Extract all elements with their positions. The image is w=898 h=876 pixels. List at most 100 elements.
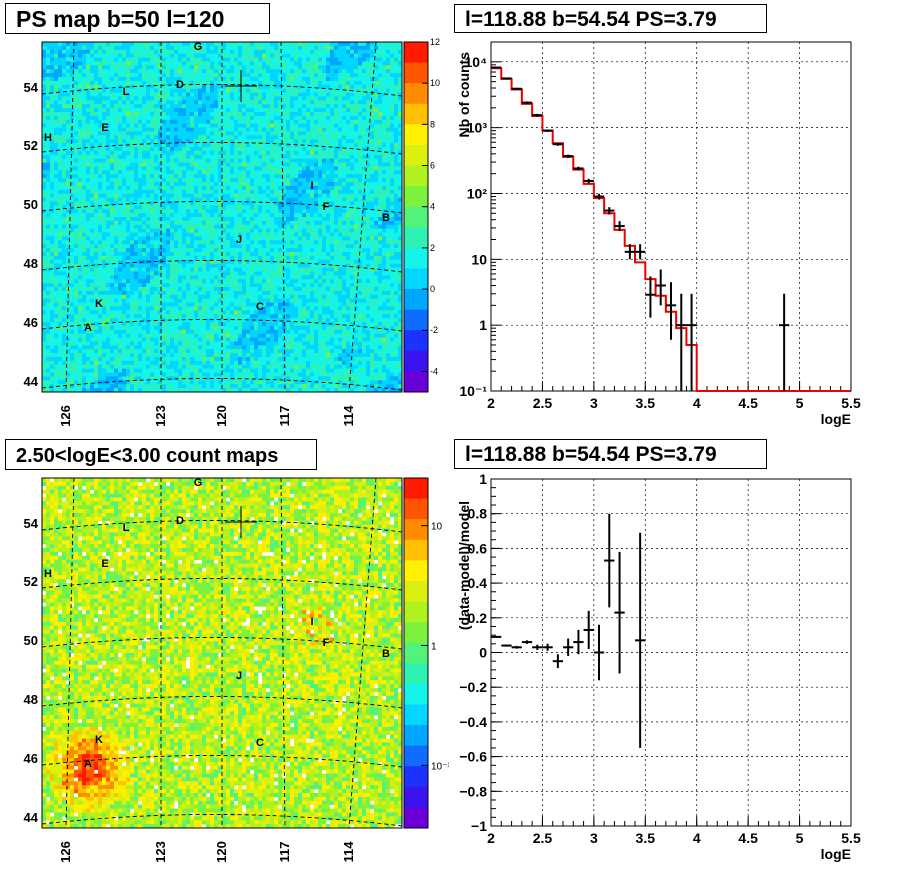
x-tick-label: 126 bbox=[58, 841, 73, 863]
residual-grid bbox=[491, 479, 851, 826]
colorbar-band bbox=[404, 289, 428, 300]
y-tick-label: 52 bbox=[24, 574, 38, 589]
source-label: L bbox=[123, 522, 130, 534]
source-label: F bbox=[323, 637, 330, 649]
colorbar-tick-label: 10⁻¹ bbox=[431, 761, 449, 772]
x-tick-label: 3.5 bbox=[636, 830, 656, 846]
residual-point bbox=[573, 630, 583, 654]
colorbar-band bbox=[404, 330, 428, 341]
data-point bbox=[501, 78, 511, 80]
residual-point bbox=[563, 639, 573, 656]
x-tick-label: 4.5 bbox=[738, 830, 758, 846]
x-tick-label: 2.5 bbox=[533, 830, 553, 846]
source-label: G bbox=[194, 41, 203, 53]
x-tick-label: 120 bbox=[214, 405, 229, 427]
colorbar-band bbox=[404, 663, 428, 674]
data-point bbox=[635, 244, 645, 259]
colorbar-band bbox=[404, 653, 428, 664]
colorbar-band bbox=[404, 612, 428, 623]
y-tick-label: 48 bbox=[24, 256, 38, 271]
y-tick-label: 46 bbox=[24, 751, 38, 766]
colorbar-band bbox=[404, 217, 428, 228]
residual-point bbox=[512, 646, 522, 649]
residual-point bbox=[491, 636, 501, 638]
y-tick-label: 46 bbox=[24, 315, 38, 330]
colorbar-band bbox=[404, 207, 428, 218]
colorbar-band bbox=[404, 42, 428, 53]
colorbar-band bbox=[404, 196, 428, 207]
colorbar-band bbox=[404, 124, 428, 135]
colorbar-band bbox=[404, 478, 428, 489]
colorbar-tick-label: 10 bbox=[430, 78, 440, 88]
colorbar-band bbox=[404, 268, 428, 279]
colorbar-band bbox=[404, 166, 428, 177]
colorbar-tick-label: 2 bbox=[430, 243, 435, 253]
colorbar-band bbox=[404, 63, 428, 74]
source-label: H bbox=[44, 132, 52, 144]
colorbar-band bbox=[404, 787, 428, 798]
y-tick-label: 48 bbox=[24, 692, 38, 707]
source-label: K bbox=[95, 298, 103, 310]
colorbar-band bbox=[404, 529, 428, 540]
colorbar-band bbox=[404, 622, 428, 633]
colorbar-band bbox=[404, 93, 428, 104]
data-point bbox=[584, 179, 594, 183]
residual-point bbox=[584, 611, 594, 649]
colorbar-band bbox=[404, 361, 428, 372]
x-axis-label: logE bbox=[821, 846, 851, 862]
colorbar-tick-label: 4 bbox=[430, 202, 435, 212]
source-label: E bbox=[101, 558, 108, 570]
x-tick-label: 123 bbox=[153, 405, 168, 427]
x-tick-label: 114 bbox=[341, 841, 356, 863]
x-tick-label: 2 bbox=[487, 830, 495, 846]
colorbar-band bbox=[404, 581, 428, 592]
source-label: D bbox=[176, 515, 184, 527]
x-tick-label: 4 bbox=[693, 395, 701, 411]
colorbar-band bbox=[404, 299, 428, 310]
colorbar-band bbox=[404, 571, 428, 582]
model-step-line bbox=[491, 68, 851, 391]
colorbar-band bbox=[404, 704, 428, 715]
colorbar-tick-label: -2 bbox=[430, 325, 438, 335]
y-tick-label: 54 bbox=[24, 80, 39, 95]
colorbar-band bbox=[404, 351, 428, 362]
source-label: A bbox=[84, 758, 92, 770]
y-tick-label: 44 bbox=[24, 810, 39, 825]
colorbar-band bbox=[404, 818, 428, 829]
y-tick-label: 50 bbox=[24, 197, 38, 212]
data-point bbox=[542, 129, 552, 132]
source-label: K bbox=[95, 734, 103, 746]
colorbar-band bbox=[404, 560, 428, 571]
colorbar-band bbox=[404, 310, 428, 321]
colorbar-band bbox=[404, 248, 428, 259]
source-label: I bbox=[310, 180, 313, 192]
colorbar-band bbox=[404, 807, 428, 818]
x-tick-label: 123 bbox=[153, 841, 168, 863]
colorbar-band bbox=[404, 135, 428, 146]
y-tick-label: 10⁻¹ bbox=[459, 383, 487, 399]
colorbar-band bbox=[404, 735, 428, 746]
residual-point bbox=[553, 654, 563, 668]
y-tick-label: 50 bbox=[24, 633, 38, 648]
x-tick-label: 5.5 bbox=[841, 395, 861, 411]
x-tick-label: 114 bbox=[341, 405, 356, 427]
source-label: B bbox=[382, 648, 390, 660]
colorbar-band bbox=[404, 488, 428, 499]
y-tick-label: 1 bbox=[479, 317, 487, 333]
colorbar-band bbox=[404, 145, 428, 156]
y-tick-label: 54 bbox=[24, 516, 39, 531]
colorbar-band bbox=[404, 766, 428, 777]
x-tick-label: 120 bbox=[214, 841, 229, 863]
colorbar-tick-label: 1 bbox=[431, 642, 437, 653]
x-tick-label: 5 bbox=[796, 395, 804, 411]
colorbar-band bbox=[404, 632, 428, 643]
colorbar-band bbox=[404, 550, 428, 561]
source-label: C bbox=[256, 737, 264, 749]
spectrum-title: l=118.88 b=54.54 PS=3.79 bbox=[454, 4, 767, 33]
colorbar-band bbox=[404, 382, 428, 393]
x-axis-label: logE bbox=[821, 411, 851, 427]
x-tick-label: 117 bbox=[277, 406, 292, 427]
